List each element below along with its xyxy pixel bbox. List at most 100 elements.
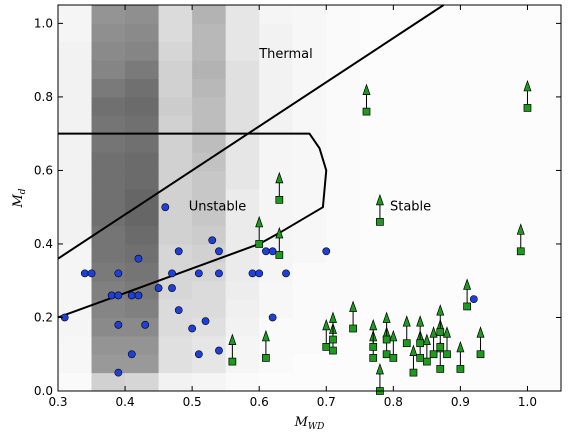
- heatmap-cell: [259, 152, 294, 171]
- heatmap-cell: [460, 335, 495, 355]
- circle-point: [469, 295, 478, 303]
- square-point: [389, 354, 398, 362]
- heatmap-cell: [125, 354, 160, 374]
- heatmap-cell: [158, 152, 193, 171]
- circle-point: [174, 247, 183, 256]
- heatmap-cell: [527, 243, 562, 263]
- heatmap-cell: [292, 280, 327, 300]
- heatmap-cell: [326, 207, 361, 227]
- limit-point: [322, 318, 331, 351]
- heatmap-cell: [393, 152, 428, 171]
- heatmap-cell: [460, 152, 495, 171]
- heatmap-cell: [225, 23, 260, 43]
- heatmap-cell: [493, 23, 528, 43]
- limit-arrow-head: [523, 79, 532, 92]
- heatmap-cell: [292, 133, 327, 153]
- heatmap-cell: [426, 96, 461, 116]
- circle-point: [107, 291, 116, 300]
- limit-arrow-head: [429, 326, 438, 338]
- heatmap-cell: [125, 188, 160, 208]
- limit-arrow-head: [275, 226, 284, 239]
- limit-arrow-head: [322, 318, 331, 331]
- heatmap-cell: [326, 115, 361, 135]
- heatmap-cell: [91, 335, 126, 355]
- circle-point: [114, 291, 123, 300]
- thermal-boundary: [57, 4, 445, 260]
- limit-arrow-head: [275, 171, 284, 184]
- heatmap-cell: [493, 225, 528, 245]
- limit-point: [456, 340, 465, 373]
- limit-point: [362, 83, 371, 116]
- circle-point: [127, 350, 136, 359]
- heatmap-cell: [58, 60, 93, 80]
- heatmap-cell: [292, 60, 327, 80]
- heatmap-cell: [527, 133, 562, 153]
- heatmap-cell: [192, 152, 227, 171]
- heatmap-cell: [58, 317, 93, 337]
- circle-point: [255, 269, 264, 278]
- heatmap-cell: [91, 372, 126, 392]
- limit-point: [375, 193, 384, 226]
- heatmap-cell: [125, 41, 160, 61]
- heatmap-cell: [91, 354, 126, 374]
- heatmap-cell: [58, 78, 93, 98]
- circle-point: [127, 291, 136, 300]
- heatmap-cell: [292, 96, 327, 116]
- heatmap-cell: [292, 41, 327, 61]
- heatmap-cell: [326, 243, 361, 263]
- plot-frame: [57, 4, 562, 392]
- heatmap-cell: [460, 96, 495, 116]
- heatmap-cell: [259, 207, 294, 227]
- heatmap-cell: [225, 41, 260, 61]
- heatmap-cell: [426, 207, 461, 227]
- heatmap-cell: [292, 243, 327, 263]
- heatmap-cell: [125, 152, 160, 171]
- heatmap-cell: [527, 170, 562, 190]
- heatmap-cell: [158, 354, 193, 374]
- limit-arrow-head: [416, 315, 425, 327]
- heatmap-cell: [326, 225, 361, 245]
- heatmap-cell: [225, 299, 260, 318]
- heatmap-cell: [493, 335, 528, 355]
- limit-point: [255, 215, 264, 248]
- heatmap-cell: [225, 280, 260, 300]
- heatmap-cell: [58, 225, 93, 245]
- heatmap-cell: [393, 262, 428, 282]
- heatmap-cell: [125, 115, 160, 135]
- square-point: [423, 357, 431, 366]
- limit-arrow-head: [456, 340, 465, 353]
- x-tick-label: 0.8: [384, 395, 403, 409]
- square-point: [382, 350, 391, 359]
- heatmap-cell: [359, 133, 394, 153]
- heatmap-cell: [225, 225, 260, 245]
- heatmap-cell: [58, 23, 93, 43]
- heatmap-cell: [326, 299, 361, 318]
- heatmap-cell: [393, 115, 428, 135]
- heatmap-cell: [326, 354, 361, 374]
- heatmap-cell: [326, 372, 361, 392]
- limit-point: [228, 333, 237, 366]
- square-point: [416, 354, 425, 362]
- heatmap-cell: [393, 41, 428, 61]
- limit-point: [402, 315, 411, 348]
- heatmap-cell: [493, 354, 528, 374]
- heatmap-cell: [158, 115, 193, 135]
- heatmap-cell: [158, 280, 193, 300]
- heatmap-cell: [58, 152, 93, 171]
- heatmap-cell: [426, 78, 461, 98]
- heatmap-cell: [259, 115, 294, 135]
- heatmap-cell: [225, 115, 260, 135]
- heatmap-cell: [426, 133, 461, 153]
- heatmap-cell: [192, 188, 227, 208]
- circle-point: [141, 320, 150, 329]
- heatmap-cell: [460, 78, 495, 98]
- heatmap-cell: [158, 225, 193, 245]
- heatmap-cell: [359, 299, 394, 318]
- heatmap-cell: [58, 335, 93, 355]
- heatmap-cell: [259, 41, 294, 61]
- heatmap-cell: [192, 23, 227, 43]
- circle-point: [215, 346, 223, 355]
- heatmap-cell: [326, 188, 361, 208]
- heatmap-cell: [158, 335, 193, 355]
